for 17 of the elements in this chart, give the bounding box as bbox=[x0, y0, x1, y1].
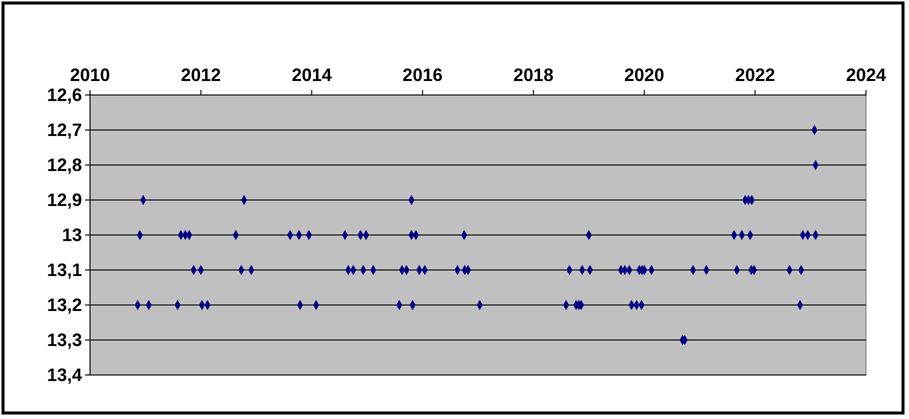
x-tick-label: 2012 bbox=[180, 65, 221, 85]
x-tick-label: 2016 bbox=[402, 65, 443, 85]
y-tick-label: 12,7 bbox=[46, 120, 82, 140]
y-tick-label: 12,8 bbox=[46, 154, 82, 175]
x-tick-label: 2024 bbox=[846, 65, 886, 85]
y-tick-label: 13,1 bbox=[46, 260, 82, 280]
x-tick-label: 2020 bbox=[624, 65, 664, 85]
y-tick-label: 13,3 bbox=[46, 330, 82, 350]
y-tick-label: 13 bbox=[62, 224, 82, 245]
x-tick-label: 2014 bbox=[292, 65, 332, 85]
x-tick-label: 2010 bbox=[70, 65, 110, 85]
y-tick-label: 12,9 bbox=[46, 190, 82, 210]
x-tick-label: 2018 bbox=[513, 65, 554, 85]
y-tick-label: 12,6 bbox=[46, 84, 82, 105]
y-tick-label: 13,4 bbox=[46, 364, 82, 385]
y-tick-label: 13,2 bbox=[46, 294, 82, 315]
x-tick-label: 2022 bbox=[735, 65, 776, 85]
